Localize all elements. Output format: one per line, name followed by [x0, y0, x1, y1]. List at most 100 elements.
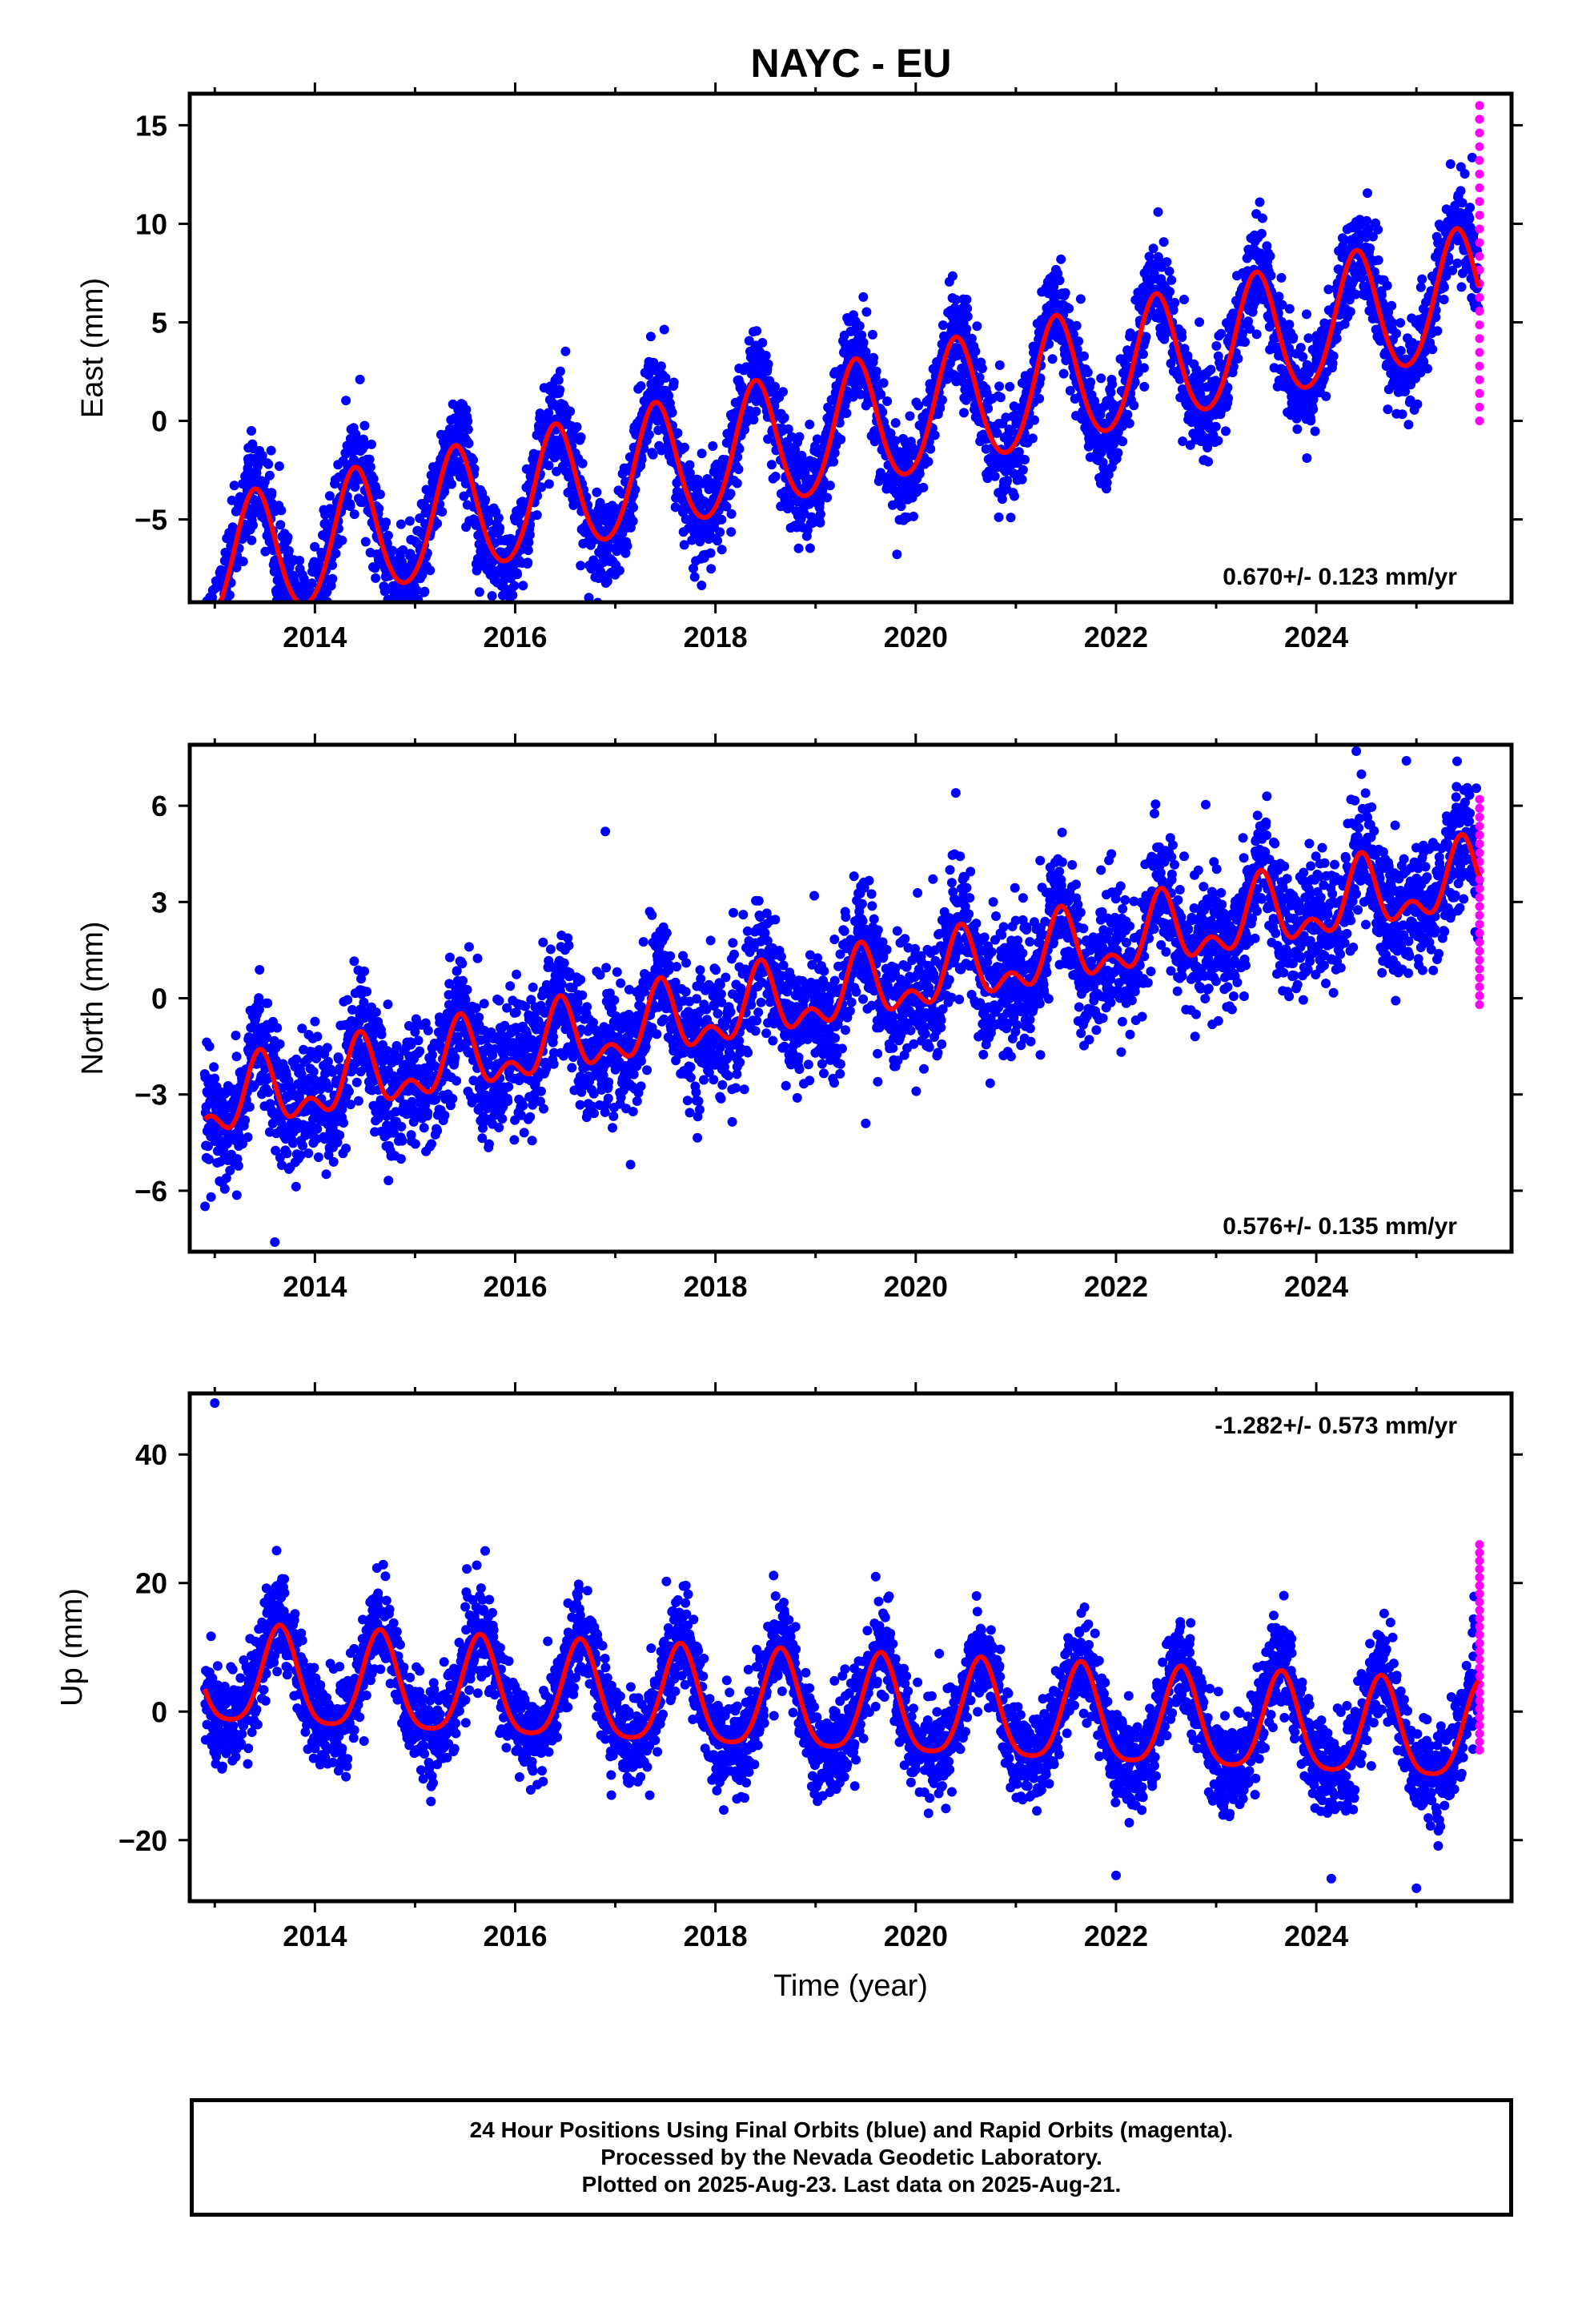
y-tick-label: −5 — [135, 504, 167, 537]
final-orbit-point — [913, 400, 924, 411]
final-orbit-point — [291, 1054, 302, 1064]
final-orbit-point — [994, 512, 1004, 522]
final-orbit-point — [1223, 382, 1233, 392]
final-orbit-point — [576, 561, 586, 571]
rapid-orbit-point — [1475, 375, 1484, 384]
final-orbit-point — [689, 572, 700, 582]
final-orbit-point — [923, 456, 934, 467]
rapid-orbit-point — [1475, 115, 1484, 124]
final-orbit-point — [1382, 280, 1392, 291]
final-orbit-point — [303, 605, 312, 615]
final-orbit-point — [375, 489, 385, 500]
final-orbit-point — [815, 509, 825, 519]
final-orbit-point — [345, 501, 355, 512]
final-orbit-point — [1170, 298, 1180, 308]
rapid-orbit-point — [1475, 388, 1484, 398]
final-orbit-point — [877, 407, 888, 417]
final-orbit-point — [362, 987, 372, 997]
final-orbit-point — [1195, 317, 1205, 328]
final-orbit-point — [794, 432, 805, 442]
final-orbit-point — [962, 304, 973, 313]
final-orbit-point — [1284, 320, 1295, 330]
final-orbit-point — [905, 411, 915, 421]
final-orbit-point — [518, 581, 528, 591]
final-orbit-point — [1165, 287, 1175, 297]
final-orbit-point — [1014, 447, 1024, 457]
final-orbit-point — [1373, 224, 1383, 235]
final-orbit-point — [697, 581, 707, 590]
chart-title: NAYC - EU — [751, 41, 952, 86]
final-orbit-point — [243, 1132, 253, 1142]
final-orbit-point — [918, 482, 929, 493]
final-orbit-point — [215, 607, 225, 617]
final-orbit-point — [206, 1192, 216, 1202]
final-orbit-point — [203, 1154, 214, 1164]
final-orbit-point — [855, 389, 865, 400]
final-orbit-point — [327, 560, 337, 570]
final-orbit-point — [231, 562, 242, 573]
final-orbit-point — [217, 614, 227, 624]
final-orbit-point — [266, 445, 276, 456]
final-orbit-point — [959, 408, 969, 418]
final-orbit-point — [219, 605, 228, 615]
final-orbit-point — [552, 466, 562, 476]
final-orbit-point — [1276, 272, 1287, 283]
final-orbit-point — [1288, 332, 1299, 343]
final-orbit-point — [432, 518, 443, 529]
rapid-orbit-point — [1475, 307, 1484, 316]
rapid-orbit-point — [1475, 238, 1484, 247]
final-orbit-point — [614, 565, 624, 576]
final-orbit-point — [315, 610, 325, 620]
final-orbit-point — [1118, 436, 1128, 447]
final-orbit-point — [1002, 476, 1013, 486]
final-orbit-point — [1064, 304, 1074, 314]
final-orbit-point — [717, 545, 727, 555]
final-orbit-point — [216, 565, 226, 575]
final-orbit-point — [497, 604, 507, 613]
final-orbit-point — [461, 404, 472, 415]
final-orbit-point — [697, 448, 707, 459]
final-orbit-point — [890, 436, 901, 446]
final-orbit-point — [1027, 433, 1038, 444]
final-orbit-point — [264, 470, 275, 480]
final-orbit-point — [890, 418, 901, 428]
final-orbit-point — [215, 641, 225, 651]
final-orbit-point — [204, 660, 214, 669]
final-orbit-point — [509, 581, 520, 591]
final-orbit-point — [1035, 373, 1046, 384]
final-orbit-point — [994, 360, 1005, 370]
final-orbit-point — [200, 636, 210, 645]
final-orbit-point — [233, 1160, 243, 1171]
final-orbit-point — [310, 541, 320, 552]
final-orbit-point — [628, 502, 638, 513]
final-orbit-point — [1148, 243, 1158, 254]
final-orbit-point — [799, 509, 809, 519]
final-orbit-point — [935, 403, 946, 413]
final-orbit-point — [211, 628, 221, 637]
final-orbit-point — [781, 486, 790, 497]
final-orbit-point — [1328, 351, 1339, 361]
final-orbit-point — [1047, 354, 1058, 364]
final-orbit-point — [523, 557, 533, 568]
final-orbit-point — [276, 505, 287, 516]
final-orbit-point — [994, 381, 1005, 392]
final-orbit-point — [207, 585, 218, 596]
final-orbit-point — [577, 458, 588, 468]
final-orbit-point — [383, 530, 393, 541]
final-orbit-point — [1079, 351, 1089, 361]
final-orbit-point — [247, 535, 257, 545]
final-orbit-point — [1266, 271, 1276, 281]
final-orbit-point — [498, 605, 508, 614]
final-orbit-point — [398, 545, 408, 555]
final-orbit-point — [313, 1152, 323, 1162]
final-orbit-point — [1179, 344, 1190, 354]
final-orbit-point — [324, 491, 335, 501]
final-orbit-point — [224, 590, 235, 601]
final-orbit-point — [1452, 258, 1463, 268]
final-orbit-point — [298, 1140, 307, 1151]
final-orbit-point — [892, 549, 902, 560]
final-orbit-point — [861, 347, 871, 357]
final-orbit-point — [202, 616, 211, 625]
final-orbit-point — [1049, 281, 1059, 292]
rapid-orbit-point — [1475, 128, 1484, 138]
